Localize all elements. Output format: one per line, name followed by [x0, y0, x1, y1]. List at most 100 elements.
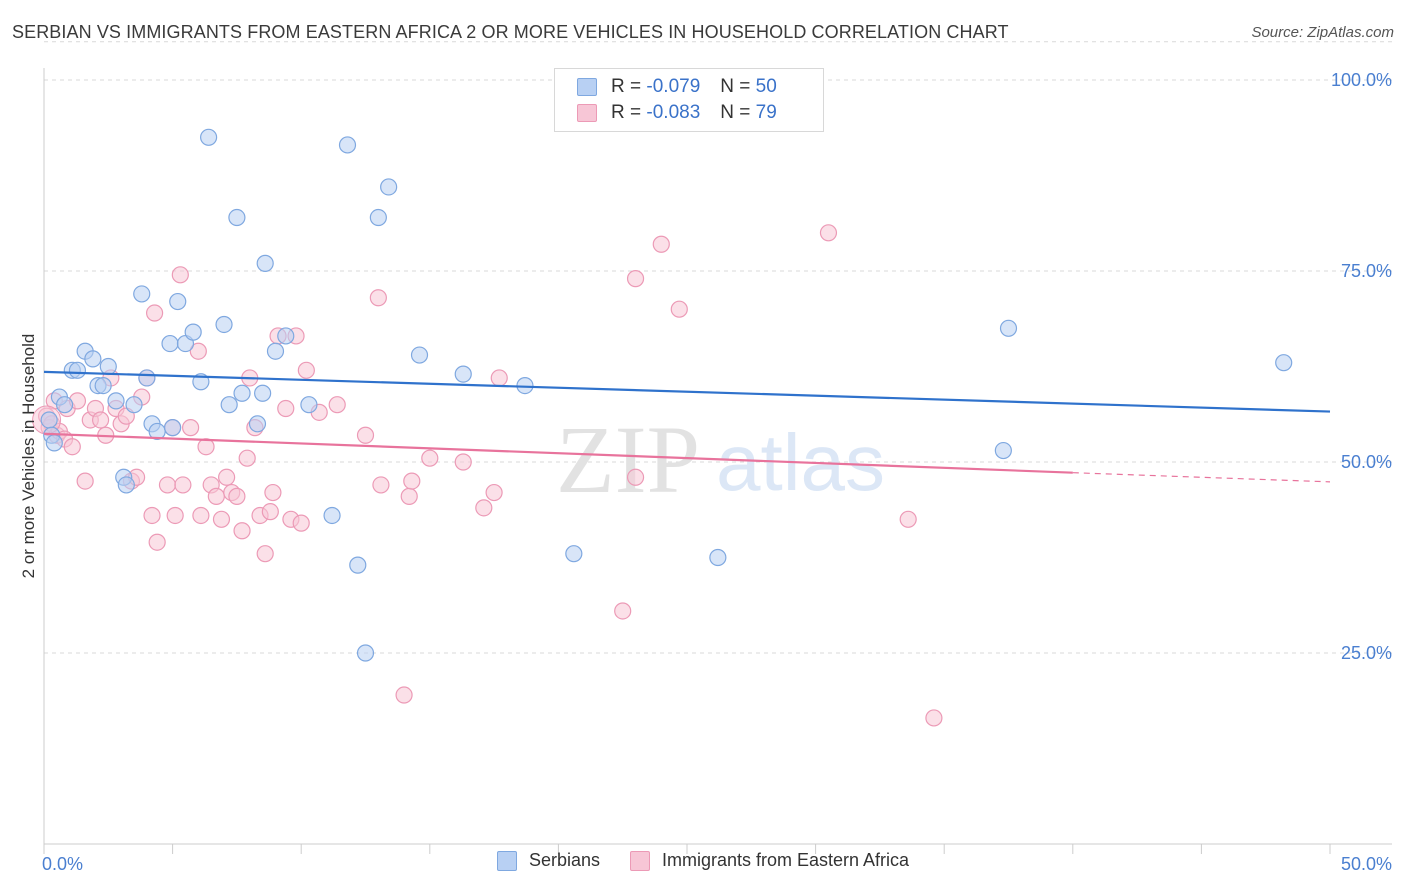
series-immigrants-eastern-africa [32, 224, 943, 727]
serbian-point [84, 350, 102, 368]
africa-point [174, 476, 192, 494]
africa-trend-extension [1072, 472, 1331, 483]
serbian-point [55, 396, 74, 414]
africa-point [158, 476, 177, 494]
africa-point [328, 396, 346, 414]
africa-point [421, 449, 439, 467]
serbians-swatch [496, 850, 517, 871]
africa-point [490, 369, 508, 387]
serbian-point [169, 292, 187, 311]
serbian-point [248, 415, 267, 433]
africa-point [485, 483, 503, 502]
serbians-trend-line [43, 370, 1331, 413]
africa-point [400, 487, 418, 505]
serbian-point [215, 315, 233, 334]
africa-point [91, 411, 110, 429]
watermark: ZIP atlas [556, 406, 885, 513]
serbian-point [999, 319, 1018, 337]
africa-point [182, 419, 200, 437]
africa-point [143, 506, 161, 525]
serbian-point [266, 342, 285, 360]
africa-point [264, 483, 282, 502]
africa-point [197, 438, 215, 456]
africa-point [261, 503, 279, 521]
serbian-point [233, 384, 251, 402]
africa-point [277, 399, 295, 418]
serbian-point [349, 556, 367, 574]
africa-point [166, 506, 184, 525]
serbian-point [184, 323, 202, 341]
n-value: 50 [755, 76, 777, 97]
legend-label: Immigrants from Eastern Africa [661, 850, 910, 870]
africa-trend-line [43, 432, 1073, 474]
serbian-point [125, 396, 143, 414]
y-tick-label: 100.0% [1331, 70, 1392, 90]
source-label: Source: ZipAtlas.com [1251, 24, 1394, 41]
serbian-point [254, 384, 272, 402]
serbian-point [369, 208, 387, 227]
serbian-point [94, 377, 112, 395]
serbian-point [68, 361, 87, 379]
serbian-point [99, 357, 117, 376]
legend-row-serbians: R = -0.079 N = 50 [577, 74, 777, 100]
n-value: 79 [755, 102, 777, 123]
africa-point [369, 289, 387, 307]
serbian-point [107, 392, 125, 410]
africa-point [212, 510, 231, 528]
serbian-point [709, 548, 727, 567]
africa-point [171, 266, 189, 284]
chart-title: SERBIAN VS IMMIGRANTS FROM EASTERN AFRIC… [12, 22, 1009, 42]
africa-swatch [629, 850, 650, 871]
serbian-point [410, 346, 429, 364]
n-label: N = [720, 76, 751, 97]
axes [43, 68, 1392, 854]
serbian-point [300, 396, 318, 414]
serbian-point [323, 506, 341, 525]
africa-point [76, 472, 94, 490]
africa-point [670, 300, 688, 318]
trend-lines [43, 370, 1331, 483]
r-value: -0.079 [646, 76, 701, 97]
series-serbians [40, 128, 1293, 662]
watermark-zip: ZIP [556, 406, 700, 513]
serbian-point [200, 128, 218, 146]
legend-label: Serbians [528, 850, 600, 870]
serbian-point [380, 178, 398, 196]
serbians-swatch [577, 78, 597, 96]
series-legend: Serbians Immigrants from Eastern Africa [0, 850, 1406, 871]
x-tick-label: 50.0% [1341, 854, 1392, 874]
africa-point [292, 514, 310, 532]
serbian-point [565, 545, 583, 563]
africa-point [925, 709, 943, 727]
africa-point [189, 342, 207, 360]
serbian-point [994, 441, 1012, 460]
serbian-point [220, 396, 238, 414]
y-axis-label: 2 or more Vehicles in Household [19, 334, 38, 579]
africa-swatch [577, 104, 597, 122]
africa-point [148, 533, 166, 551]
africa-point [652, 235, 670, 253]
africa-point [218, 468, 236, 486]
serbian-point [40, 411, 58, 429]
africa-point [297, 361, 315, 379]
africa-point [356, 426, 375, 444]
africa-point [192, 506, 210, 525]
africa-point [145, 304, 164, 322]
y-tick-label: 25.0% [1341, 643, 1392, 663]
serbian-point [164, 419, 182, 437]
serbian-point [117, 476, 135, 494]
africa-point [819, 224, 838, 242]
r-value: -0.083 [646, 102, 701, 123]
y-tick-label: 50.0% [1341, 452, 1392, 472]
x-tick-label: 0.0% [42, 854, 83, 874]
africa-point [899, 510, 917, 528]
africa-point [614, 602, 632, 620]
r-label: R = [611, 102, 642, 123]
africa-point [238, 449, 256, 467]
serbian-point [228, 208, 246, 227]
africa-point [256, 545, 274, 563]
africa-point [626, 468, 645, 486]
serbian-point [161, 334, 179, 353]
africa-point [626, 270, 645, 288]
